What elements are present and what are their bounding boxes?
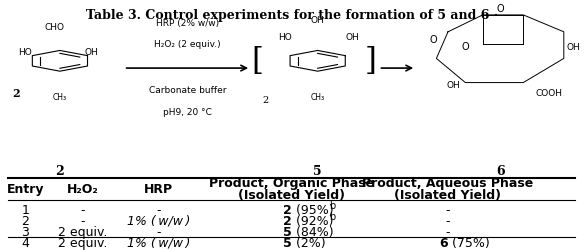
Text: 5: 5 bbox=[283, 225, 291, 238]
Text: Product, Organic Phase: Product, Organic Phase bbox=[209, 177, 374, 190]
Text: 6: 6 bbox=[439, 236, 448, 248]
Text: HRP (2% w/w): HRP (2% w/w) bbox=[156, 18, 219, 28]
Text: ]: ] bbox=[365, 46, 377, 77]
Text: H₂O₂: H₂O₂ bbox=[67, 183, 99, 196]
Text: OH: OH bbox=[567, 43, 580, 51]
Text: CHO: CHO bbox=[44, 24, 64, 32]
Text: 2: 2 bbox=[56, 165, 64, 177]
Text: OH: OH bbox=[85, 48, 99, 56]
Text: OH: OH bbox=[346, 33, 359, 42]
Text: O: O bbox=[462, 42, 469, 52]
Text: 2 equiv.: 2 equiv. bbox=[58, 225, 108, 238]
Text: OH: OH bbox=[311, 16, 325, 25]
Text: HO: HO bbox=[18, 48, 32, 56]
Text: 2: 2 bbox=[21, 214, 29, 227]
Text: 5: 5 bbox=[283, 236, 291, 248]
Text: COOH: COOH bbox=[536, 88, 563, 97]
Text: (Isolated Yield): (Isolated Yield) bbox=[238, 189, 345, 202]
Text: (95%): (95%) bbox=[291, 203, 333, 216]
Text: CH₃: CH₃ bbox=[311, 93, 325, 102]
Text: CH₃: CH₃ bbox=[53, 93, 67, 102]
Text: 5: 5 bbox=[314, 165, 322, 177]
Text: 2: 2 bbox=[283, 203, 291, 216]
Text: HO: HO bbox=[278, 33, 291, 42]
Text: OH: OH bbox=[447, 81, 460, 90]
Text: pH9, 20 °C: pH9, 20 °C bbox=[163, 108, 212, 116]
Text: (84%): (84%) bbox=[291, 225, 333, 238]
Text: 1% ( w/w ): 1% ( w/w ) bbox=[127, 236, 190, 248]
Text: -: - bbox=[446, 203, 450, 216]
Text: [: [ bbox=[251, 46, 263, 77]
Text: Product, Aqueous Phase: Product, Aqueous Phase bbox=[362, 177, 534, 190]
Text: 1% ( w/w ): 1% ( w/w ) bbox=[127, 214, 190, 227]
Text: b: b bbox=[329, 211, 335, 221]
Text: H₂O₂ (2 equiv.): H₂O₂ (2 equiv.) bbox=[154, 40, 221, 49]
Text: -: - bbox=[446, 214, 450, 227]
Text: Entry: Entry bbox=[6, 183, 44, 196]
Text: 4: 4 bbox=[21, 236, 29, 248]
Text: -: - bbox=[156, 203, 161, 216]
Text: -: - bbox=[156, 225, 161, 238]
Text: 6: 6 bbox=[496, 165, 504, 177]
Text: 3: 3 bbox=[21, 225, 29, 238]
Text: O: O bbox=[430, 35, 438, 45]
Text: HRP: HRP bbox=[144, 183, 173, 196]
Text: 2: 2 bbox=[263, 96, 269, 104]
Text: Table 3. Control experiments for the formation of 5 and 6 ·: Table 3. Control experiments for the for… bbox=[85, 8, 498, 22]
Text: 2 equiv.: 2 equiv. bbox=[58, 236, 108, 248]
Text: 2: 2 bbox=[283, 214, 291, 227]
Text: (75%): (75%) bbox=[448, 236, 490, 248]
Text: b: b bbox=[329, 200, 335, 210]
Text: -: - bbox=[446, 225, 450, 238]
Text: Carbonate buffer: Carbonate buffer bbox=[149, 86, 226, 95]
Text: 1: 1 bbox=[21, 203, 29, 216]
Text: -: - bbox=[81, 203, 85, 216]
Text: O: O bbox=[496, 4, 504, 14]
Text: 2: 2 bbox=[13, 88, 20, 98]
Text: (2%): (2%) bbox=[291, 236, 325, 248]
Text: (Isolated Yield): (Isolated Yield) bbox=[394, 189, 501, 202]
Text: (92%): (92%) bbox=[291, 214, 333, 227]
Text: -: - bbox=[81, 214, 85, 227]
